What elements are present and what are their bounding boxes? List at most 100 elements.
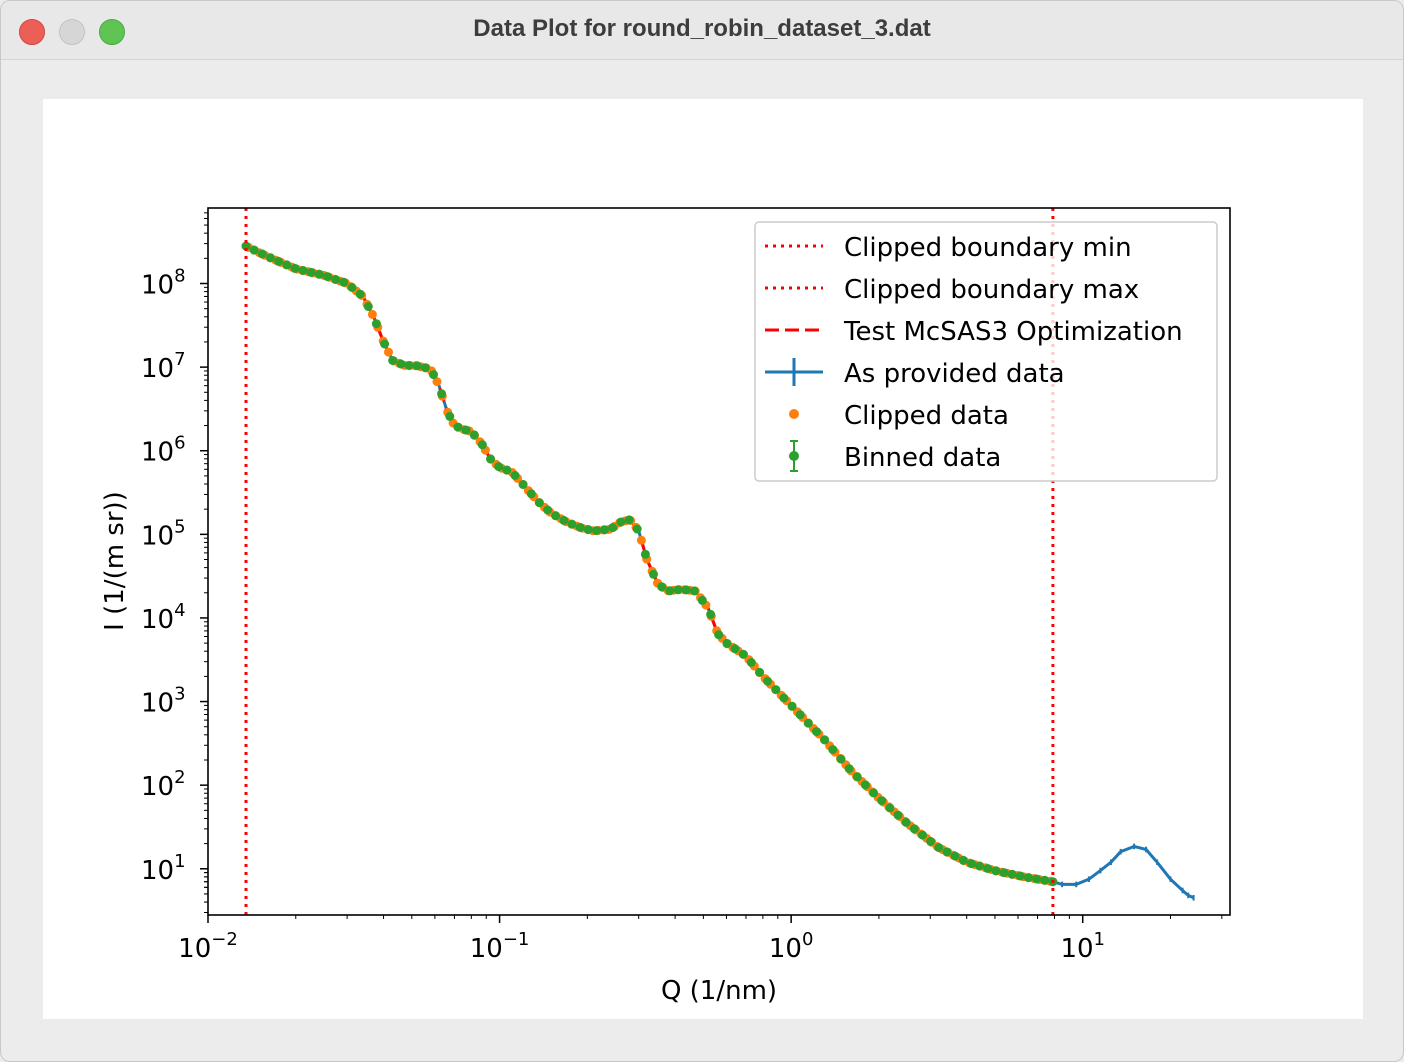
binned-data-point bbox=[909, 824, 919, 834]
binned-data-point bbox=[738, 649, 748, 659]
binned-data-point bbox=[388, 356, 398, 365]
binned-data-point bbox=[257, 249, 267, 259]
y-tick-label: 105 bbox=[141, 516, 186, 551]
y-tick-label: 107 bbox=[141, 349, 186, 384]
binned-data-point bbox=[461, 425, 471, 435]
binned-data-point bbox=[355, 289, 365, 299]
x-tick-label: 101 bbox=[1060, 929, 1105, 964]
binned-data-point bbox=[722, 638, 732, 648]
binned-data-point bbox=[616, 517, 626, 527]
binned-data-point bbox=[477, 440, 487, 450]
binned-data-point bbox=[771, 685, 781, 695]
binned-data-point bbox=[502, 465, 512, 475]
binned-data-point bbox=[510, 471, 520, 480]
binned-data-point bbox=[812, 727, 821, 737]
binned-data-point bbox=[371, 319, 381, 329]
close-window-button[interactable] bbox=[19, 19, 45, 45]
binned-data-point bbox=[314, 269, 324, 279]
ticks-layer: 10−2 10−1 100 101 101 102 103 104 105 106 107 108 bbox=[141, 212, 1223, 964]
binned-data-point bbox=[901, 817, 911, 827]
legend-marker-binned bbox=[789, 451, 799, 461]
y-tick-label: 108 bbox=[141, 266, 186, 301]
binned-data-point bbox=[551, 511, 561, 521]
legend-label-clipped: Clipped data bbox=[844, 401, 1009, 431]
binned-data-point bbox=[681, 585, 691, 595]
zoom-window-button[interactable] bbox=[99, 19, 125, 45]
y-tick-label: 103 bbox=[141, 684, 186, 719]
legend-label-clip-min: Clipped boundary min bbox=[844, 233, 1132, 263]
binned-data-point bbox=[657, 582, 667, 592]
binned-data-point bbox=[608, 523, 618, 533]
binned-data-point bbox=[1023, 873, 1033, 883]
binned-data-point bbox=[779, 693, 789, 703]
binned-data-point bbox=[486, 454, 495, 464]
binned-data-point bbox=[649, 569, 658, 579]
binned-data-point bbox=[942, 847, 952, 857]
y-tick-label: 102 bbox=[141, 767, 186, 802]
legend-marker-clipped bbox=[789, 409, 799, 419]
binned-data-point bbox=[494, 462, 504, 472]
binned-data-point bbox=[632, 524, 642, 534]
binned-data-point bbox=[844, 764, 854, 774]
binned-data-point bbox=[640, 549, 650, 559]
minimize-window-button[interactable] bbox=[59, 19, 85, 45]
binned-data-point bbox=[983, 864, 993, 873]
binned-data-point bbox=[836, 754, 846, 764]
binned-data-point bbox=[241, 241, 251, 251]
data-layer bbox=[241, 208, 1195, 915]
binned-data-point bbox=[518, 480, 528, 489]
binned-data-point bbox=[396, 359, 406, 369]
binned-data-point bbox=[420, 363, 430, 373]
binned-data-point bbox=[926, 836, 936, 846]
y-axis-label: I (1/(m sr)) bbox=[100, 491, 130, 631]
binned-data-point bbox=[331, 275, 341, 284]
binned-data-point bbox=[828, 745, 838, 755]
legend-label-clip-max: Clipped boundary max bbox=[844, 275, 1139, 305]
binned-data-point bbox=[869, 788, 879, 798]
binned-data-point bbox=[755, 667, 764, 677]
y-tick-label: 101 bbox=[141, 851, 186, 886]
binned-data-point bbox=[966, 859, 976, 869]
binned-data-point bbox=[290, 263, 300, 273]
binned-data-point bbox=[306, 267, 316, 277]
binned-data-point bbox=[437, 389, 447, 399]
axes-frame bbox=[207, 207, 1231, 916]
binned-data-point bbox=[624, 515, 634, 525]
binned-data-point bbox=[714, 630, 724, 640]
binned-data-point bbox=[543, 505, 553, 515]
binned-data-point bbox=[975, 861, 984, 871]
binned-data-point bbox=[323, 272, 332, 282]
binned-data-point bbox=[991, 866, 1001, 876]
binned-data-point bbox=[820, 735, 830, 745]
binned-data-point bbox=[412, 361, 422, 371]
binned-data-point bbox=[339, 277, 349, 287]
binned-data-point bbox=[363, 302, 373, 311]
binned-data-point bbox=[380, 339, 390, 349]
clipped-data-point bbox=[367, 309, 377, 319]
binned-data-point bbox=[697, 595, 707, 605]
binned-data-point bbox=[1015, 871, 1025, 881]
legend-label-binned: Binned data bbox=[844, 443, 1001, 473]
binned-data-point bbox=[583, 525, 593, 535]
binned-data-point bbox=[1040, 875, 1050, 885]
binned-data-point bbox=[469, 430, 479, 440]
binned-data-point bbox=[689, 586, 699, 596]
binned-data-point bbox=[665, 586, 675, 596]
binned-data-point bbox=[567, 519, 577, 529]
clipped-data-point bbox=[384, 347, 393, 357]
binned-data-point bbox=[950, 851, 960, 861]
binned-data-point bbox=[958, 855, 968, 865]
x-tick-label: 10−2 bbox=[178, 929, 238, 964]
legend-label-provided: As provided data bbox=[844, 359, 1065, 389]
binned-data-point bbox=[877, 796, 887, 806]
binned-data-point bbox=[429, 370, 438, 380]
binned-data-point bbox=[453, 422, 463, 432]
binned-data-point bbox=[730, 644, 740, 654]
binned-data-point bbox=[893, 810, 903, 820]
title-bar: Data Plot for round_robin_dataset_3.dat bbox=[1, 1, 1403, 60]
binned-data-point bbox=[1007, 869, 1017, 879]
binned-data-point bbox=[266, 253, 275, 263]
binned-data-point bbox=[803, 718, 813, 728]
binned-data-point bbox=[918, 830, 927, 840]
